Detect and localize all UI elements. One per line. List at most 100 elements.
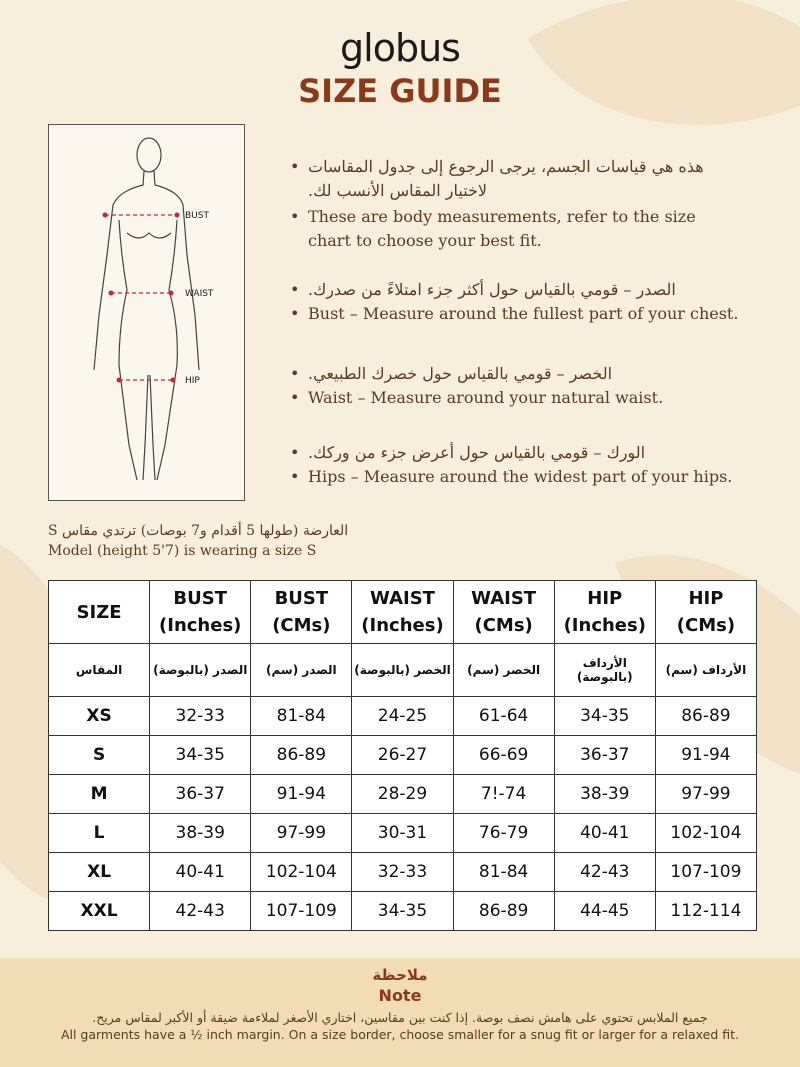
table-row: M 36-37 91-94 28-29 7!-74 38-39 97-99 [47, 774, 758, 814]
table-cell: 86-89 [250, 735, 353, 775]
column-header: WAIST (CMs) [452, 580, 555, 644]
instruction-hips: الورك – قومي بالقياس حول أعرض جزء من ورك… [290, 441, 770, 489]
column-header-line: (Inches) [563, 615, 646, 636]
label-waist: WAIST [185, 289, 214, 299]
table-cell: 30-31 [351, 813, 454, 853]
column-header-line: (CMs) [474, 615, 533, 636]
body-silhouette-icon: BUST WAIST HIP [93, 137, 214, 481]
table-cell: 38-39 [149, 813, 252, 853]
table-cell: 38-39 [553, 774, 656, 814]
column-header-line: HIP [688, 588, 724, 609]
table-cell: 86-89 [452, 891, 555, 931]
table-cell: 61-64 [452, 696, 555, 736]
table-cell: 81-84 [250, 696, 353, 736]
instruction-ar: الصدر – قومي بالقياس حول أكثر جزء امتلاء… [290, 278, 770, 302]
column-header-ar: الأرداف (سم) [654, 643, 758, 697]
table-cell: 40-41 [553, 813, 656, 853]
table-cell: 7!-74 [452, 774, 555, 814]
note-text-ar: جميع الملابس تحتوي على هامش نصف بوصة. إذ… [92, 1010, 708, 1025]
table-cell: 40-41 [149, 852, 252, 892]
table-cell: 44-45 [553, 891, 656, 931]
table-cell: 42-43 [553, 852, 656, 892]
column-header-line: BUST [173, 588, 227, 609]
size-label: S [47, 735, 151, 775]
table-cell: 76-79 [452, 813, 555, 853]
instruction-en: Hips – Measure around the widest part of… [290, 465, 770, 489]
table-cell: 24-25 [351, 696, 454, 736]
table-cell: 34-35 [351, 891, 454, 931]
column-header-line: WAIST [471, 588, 537, 609]
size-label: M [47, 774, 151, 814]
size-label: L [47, 813, 151, 853]
instruction-ar: الخصر – قومي بالقياس حول خصرك الطبيعي. [290, 362, 770, 386]
instruction-general: هذه هي قياسات الجسم، يرجى الرجوع إلى جدو… [290, 155, 770, 253]
column-header-ar: الصدر (سم) [250, 643, 353, 697]
table-cell: 97-99 [250, 813, 353, 853]
instruction-bust: الصدر – قومي بالقياس حول أكثر جزء امتلاء… [290, 278, 770, 326]
size-label: XXL [47, 891, 151, 931]
model-info: العارضة (طولها 5 أقدام و7 بوصات) ترتدي م… [48, 521, 348, 561]
note-title-ar: ملاحظة [372, 966, 428, 984]
instruction-en: These are body measurements, refer to th… [290, 205, 740, 253]
table-cell: 34-35 [553, 696, 656, 736]
model-info-en: Model (height 5'7) is wearing a size S [48, 543, 317, 559]
table-cell: 112-114 [654, 891, 758, 931]
column-header-line: (Inches) [361, 615, 444, 636]
table-row: L 38-39 97-99 30-31 76-79 40-41 102-104 [47, 813, 758, 853]
label-hip: HIP [185, 376, 200, 386]
table-cell: 107-109 [654, 852, 758, 892]
instruction-ar: هذه هي قياسات الجسم، يرجى الرجوع إلى جدو… [290, 155, 720, 203]
instruction-en: Bust – Measure around the fullest part o… [290, 302, 770, 326]
column-header-line: (CMs) [676, 615, 736, 636]
table-cell: 97-99 [654, 774, 758, 814]
column-header-ar: الخصر (بالبوصة) [351, 643, 454, 697]
column-header-line: BUST [274, 588, 329, 609]
column-header-line: WAIST [370, 588, 435, 609]
table-cell: 102-104 [654, 813, 758, 853]
table-cell: 107-109 [250, 891, 353, 931]
column-header-ar: الصدر (بالبوصة) [149, 643, 252, 697]
column-header: HIP (CMs) [654, 580, 758, 644]
table-cell: 86-89 [654, 696, 758, 736]
instruction-waist: الخصر – قومي بالقياس حول خصرك الطبيعي. W… [290, 362, 770, 410]
model-info-ar: العارضة (طولها 5 أقدام و7 بوصات) ترتدي م… [48, 523, 349, 539]
body-measurement-figure: BUST WAIST HIP [48, 124, 245, 501]
instruction-en: Waist – Measure around your natural wais… [290, 386, 770, 410]
table-cell: 42-43 [149, 891, 252, 931]
column-header-line: HIP [587, 588, 623, 609]
table-row: XXL 42-43 107-109 34-35 86-89 44-45 112-114 [47, 891, 758, 931]
note-band: ملاحظة Note جميع الملابس تحتوي على هامش … [0, 958, 800, 1067]
table-cell: 91-94 [250, 774, 353, 814]
table-cell: 102-104 [250, 852, 353, 892]
note-text-en: All garments have a ½ inch margin. On a … [60, 1027, 740, 1042]
table-cell: 34-35 [149, 735, 252, 775]
table-row: S 34-35 86-89 26-27 66-69 36-37 91-94 [47, 735, 758, 775]
column-header: SIZE [47, 580, 151, 644]
page-title: SIZE GUIDE [298, 72, 502, 110]
table-cell: 32-33 [149, 696, 252, 736]
table-row: XL 40-41 102-104 32-33 81-84 42-43 107-109 [47, 852, 758, 892]
table-cell: 66-69 [452, 735, 555, 775]
table-cell: 91-94 [654, 735, 758, 775]
table-cell: 32-33 [351, 852, 454, 892]
table-cell: 36-37 [553, 735, 656, 775]
table-row: XS 32-33 81-84 24-25 61-64 34-35 86-89 [47, 696, 758, 736]
size-chart-table: SIZE BUST (Inches) BUST (CMs) WAIST (Inches) WA… [47, 580, 758, 931]
table-cell: 26-27 [351, 735, 454, 775]
table-cell: 36-37 [149, 774, 252, 814]
table-cell: 81-84 [452, 852, 555, 892]
column-header-line: SIZE [76, 601, 122, 623]
label-bust: BUST [185, 211, 209, 221]
column-header-ar: الخصر (سم) [452, 643, 555, 697]
column-header-line: (CMs) [272, 615, 331, 636]
note-title-en: Note [378, 986, 422, 1005]
column-header: WAIST (Inches) [351, 580, 454, 644]
size-label: XS [47, 696, 151, 736]
column-header-ar: المقاس [47, 643, 151, 697]
column-header: BUST (Inches) [149, 580, 252, 644]
table-cell: 28-29 [351, 774, 454, 814]
instruction-ar: الورك – قومي بالقياس حول أعرض جزء من ورك… [290, 441, 770, 465]
column-header-line: (Inches) [159, 615, 242, 636]
column-header-ar: الأرداف (بالبوصة) [553, 643, 656, 697]
column-header: BUST (CMs) [250, 580, 353, 644]
